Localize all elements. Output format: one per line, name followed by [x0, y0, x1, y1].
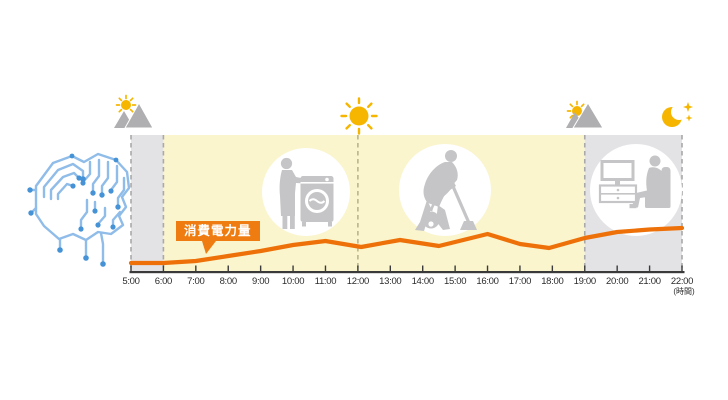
x-axis-label-19:00: 19:00	[573, 276, 597, 287]
x-axis-label-17:00: 17:00	[508, 276, 532, 287]
brain-circuit-nodes	[27, 153, 121, 267]
x-axis-line	[129, 271, 685, 274]
band-early-morning	[131, 135, 164, 271]
callout-pointer	[202, 241, 216, 254]
brain-circuit-icon	[27, 152, 131, 267]
consumption-callout-label: 消費電力量	[176, 221, 260, 254]
mountain-icon	[572, 102, 604, 129]
sun-icon	[121, 100, 131, 110]
star-icon	[683, 102, 693, 112]
sunrise-mountain-icon	[114, 94, 154, 129]
moon-stars-icon	[662, 102, 693, 127]
x-axis-label-18:00: 18:00	[541, 276, 564, 287]
sun-icon	[572, 106, 582, 116]
time-period-bands	[131, 135, 682, 271]
consumption-callout-text: 消費電力量	[184, 224, 252, 238]
x-axis-label-5:00: 5:00	[122, 276, 140, 287]
x-axis-label-22:00: 22:00	[670, 276, 694, 287]
x-axis-label-7:00: 7:00	[187, 276, 205, 287]
x-axis-label-10:00: 10:00	[281, 276, 305, 287]
band-daytime	[163, 135, 585, 271]
tv-viewer-icon	[590, 144, 682, 236]
x-axis	[129, 265, 685, 274]
x-axis-label-8:00: 8:00	[219, 276, 238, 287]
laundry-person-icon	[262, 148, 350, 236]
x-axis-label-14:00: 14:00	[411, 276, 435, 287]
vacuuming-person-icon	[399, 144, 491, 236]
x-axis-label-21:00: 21:00	[638, 276, 661, 287]
sunset-mountain-icon	[566, 100, 604, 129]
x-axis-unit-label: (時間)	[673, 287, 695, 296]
star-icon	[685, 114, 693, 122]
x-axis-label-11:00: 11:00	[314, 276, 337, 287]
x-axis-label-9:00: 9:00	[251, 276, 270, 287]
x-axis-label-16:00: 16:00	[476, 276, 499, 287]
x-axis-label-12:00: 12:00	[346, 276, 370, 287]
x-axis-label-13:00: 13:00	[379, 276, 402, 287]
consumption-line	[128, 225, 685, 266]
x-axis-label-20:00: 20:00	[606, 276, 629, 287]
x-axis-label-6:00: 6:00	[154, 276, 173, 287]
x-axis-label-15:00: 15:00	[443, 276, 467, 287]
noon-sun-icon	[340, 97, 378, 135]
mountain-icon	[124, 101, 154, 129]
